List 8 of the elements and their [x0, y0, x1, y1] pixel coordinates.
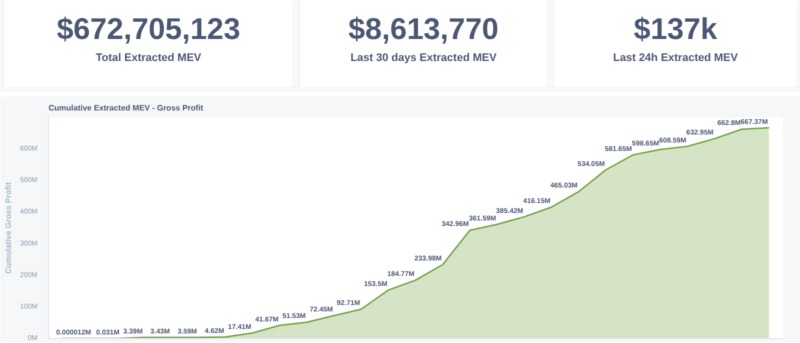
- y-axis-title: Cumulative Gross Profit: [4, 182, 13, 274]
- text: $8,613,770: [348, 13, 499, 46]
- text: Last 24h Extracted MEV: [613, 52, 739, 64]
- text: Total Extracted MEV: [96, 52, 202, 64]
- text: $137k: [634, 13, 718, 46]
- text: Last 30 days Extracted MEV: [350, 52, 498, 64]
- text: $672,705,123: [56, 13, 240, 46]
- chart-title: Cumulative Extracted MEV - Gross Profit: [48, 104, 204, 112]
